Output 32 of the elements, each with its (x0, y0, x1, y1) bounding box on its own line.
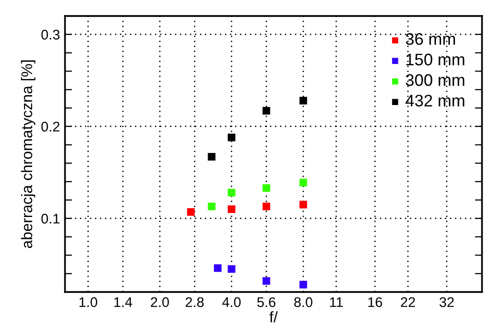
x-axis-title: f/ (269, 311, 278, 322)
x-tick-label: 32 (440, 297, 454, 308)
point (299, 280, 308, 288)
point (299, 96, 308, 104)
y-tick-label: 0.2 (41, 122, 60, 132)
point (228, 134, 236, 142)
x-tick-label: 22 (400, 297, 415, 307)
x-tick-label: 2.8 (186, 297, 204, 308)
y-tick-label: 0.3 (41, 30, 60, 40)
point (228, 265, 236, 273)
x-tick-label: 4.0 (222, 297, 241, 308)
x-tick-label: 8.0 (294, 297, 312, 308)
legend-label: 36 mm (406, 33, 455, 45)
x-tick-label: 16 (368, 297, 382, 308)
point (299, 178, 308, 186)
point (228, 188, 236, 196)
point (262, 106, 270, 115)
y-tick-label: 0.1 (41, 214, 60, 224)
point (228, 205, 236, 214)
x-tick-label: 11 (330, 297, 343, 307)
point (262, 202, 270, 210)
legend-label: 150 mm (406, 54, 464, 66)
y-axis-title: aberracja chromatyczna [%] (21, 60, 36, 248)
point (299, 200, 308, 208)
point (262, 184, 270, 192)
x-tick-label: 1.0 (79, 297, 98, 308)
point (262, 277, 270, 285)
legend-label: 300 mm (406, 74, 464, 86)
legend-label: 432 mm (406, 94, 464, 107)
x-tick-label: 2.0 (150, 297, 169, 308)
x-tick-label: 5.6 (257, 297, 276, 308)
x-tick-label: 1.4 (114, 297, 132, 307)
